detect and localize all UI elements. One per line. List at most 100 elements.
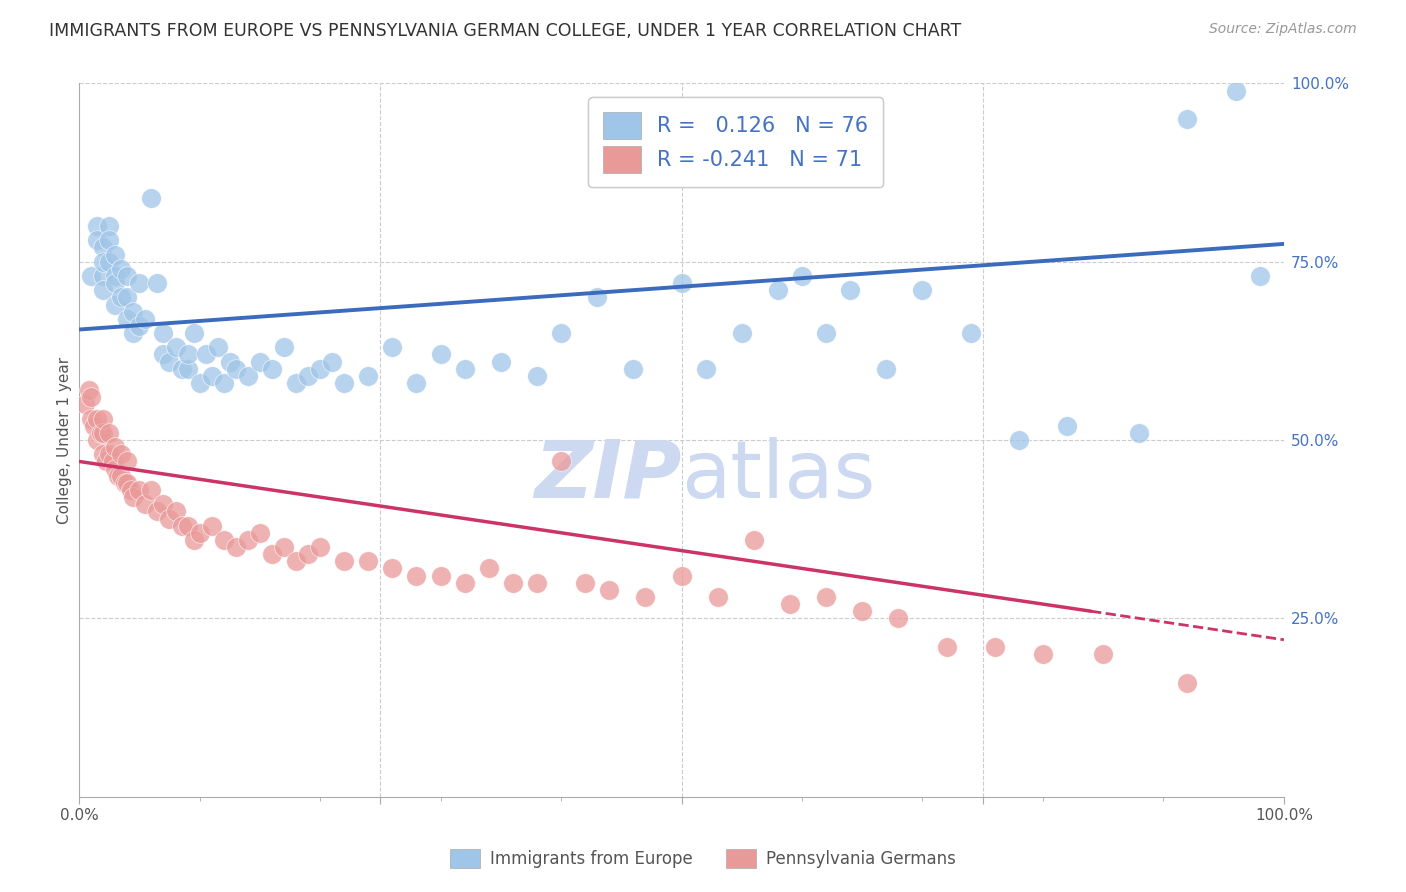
- Point: [260, 361, 283, 376]
- Point: [429, 568, 451, 582]
- Point: [104, 268, 127, 283]
- Point: [188, 376, 211, 390]
- Point: [285, 376, 308, 390]
- Point: [935, 640, 957, 654]
- Point: [1177, 675, 1199, 690]
- Point: [141, 190, 163, 204]
- Point: [91, 283, 114, 297]
- Point: [104, 440, 127, 454]
- Point: [104, 297, 127, 311]
- Point: [91, 254, 114, 268]
- Point: [176, 361, 198, 376]
- Point: [309, 361, 332, 376]
- Point: [98, 219, 121, 233]
- Point: [159, 354, 181, 368]
- Point: [815, 590, 838, 604]
- Point: [212, 533, 235, 547]
- Point: [117, 454, 139, 468]
- Point: [357, 368, 380, 383]
- Point: [104, 461, 127, 475]
- Point: [152, 326, 174, 340]
- Point: [381, 340, 404, 354]
- Point: [134, 311, 156, 326]
- Point: [128, 318, 150, 333]
- Point: [207, 340, 229, 354]
- Point: [453, 361, 475, 376]
- Point: [91, 425, 114, 440]
- Point: [1177, 112, 1199, 127]
- Point: [321, 354, 343, 368]
- Point: [297, 368, 319, 383]
- Point: [249, 354, 271, 368]
- Point: [671, 276, 693, 290]
- Point: [152, 347, 174, 361]
- Point: [695, 361, 717, 376]
- Point: [117, 311, 139, 326]
- Point: [1008, 433, 1031, 447]
- Text: IMMIGRANTS FROM EUROPE VS PENNSYLVANIA GERMAN COLLEGE, UNDER 1 YEAR CORRELATION : IMMIGRANTS FROM EUROPE VS PENNSYLVANIA G…: [49, 22, 962, 40]
- Point: [489, 354, 512, 368]
- Legend: Immigrants from Europe, Pennsylvania Germans: Immigrants from Europe, Pennsylvania Ger…: [443, 843, 963, 875]
- Point: [98, 447, 121, 461]
- Text: ZIP: ZIP: [534, 437, 682, 515]
- Point: [621, 361, 644, 376]
- Point: [128, 483, 150, 497]
- Legend: R =   0.126   N = 76, R = -0.241   N = 71: R = 0.126 N = 76, R = -0.241 N = 71: [589, 97, 883, 187]
- Point: [122, 490, 145, 504]
- Point: [159, 511, 181, 525]
- Point: [731, 326, 754, 340]
- Point: [101, 454, 124, 468]
- Point: [236, 368, 259, 383]
- Point: [86, 411, 108, 425]
- Point: [333, 376, 356, 390]
- Point: [183, 533, 205, 547]
- Point: [574, 575, 596, 590]
- Point: [429, 347, 451, 361]
- Point: [176, 347, 198, 361]
- Point: [91, 240, 114, 254]
- Text: Source: ZipAtlas.com: Source: ZipAtlas.com: [1209, 22, 1357, 37]
- Point: [80, 390, 103, 404]
- Point: [236, 533, 259, 547]
- Point: [634, 590, 657, 604]
- Point: [249, 525, 271, 540]
- Point: [875, 361, 897, 376]
- Point: [550, 454, 572, 468]
- Point: [1092, 647, 1115, 661]
- Point: [260, 547, 283, 561]
- Point: [98, 233, 121, 247]
- Point: [598, 582, 620, 597]
- Point: [134, 497, 156, 511]
- Point: [104, 247, 127, 261]
- Point: [75, 397, 97, 411]
- Point: [1032, 647, 1054, 661]
- Point: [117, 268, 139, 283]
- Point: [550, 326, 572, 340]
- Point: [742, 533, 765, 547]
- Point: [502, 575, 524, 590]
- Point: [273, 540, 295, 554]
- Point: [110, 261, 132, 276]
- Point: [706, 590, 728, 604]
- Point: [671, 568, 693, 582]
- Point: [586, 290, 609, 304]
- Point: [146, 504, 169, 518]
- Point: [218, 354, 240, 368]
- Point: [273, 340, 295, 354]
- Point: [141, 483, 163, 497]
- Point: [983, 640, 1005, 654]
- Point: [80, 411, 103, 425]
- Point: [117, 475, 139, 490]
- Point: [91, 268, 114, 283]
- Point: [1249, 268, 1271, 283]
- Point: [839, 283, 862, 297]
- Point: [766, 283, 789, 297]
- Point: [1056, 418, 1078, 433]
- Point: [117, 290, 139, 304]
- Point: [91, 447, 114, 461]
- Point: [887, 611, 910, 625]
- Point: [91, 411, 114, 425]
- Point: [790, 268, 813, 283]
- Text: atlas: atlas: [682, 437, 876, 515]
- Point: [1128, 425, 1150, 440]
